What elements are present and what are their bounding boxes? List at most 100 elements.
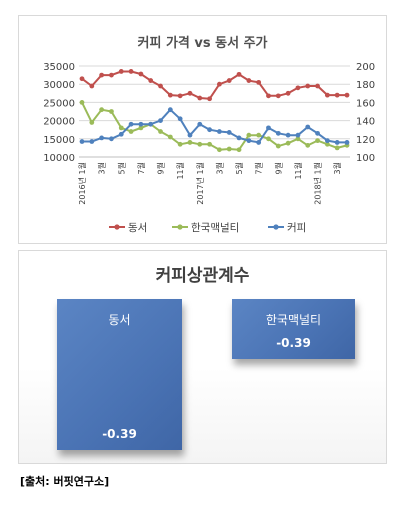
series-point-커피 xyxy=(158,118,163,123)
series-point-동서 xyxy=(138,71,144,77)
x-axis-tick: 5월 xyxy=(116,162,126,174)
series-point-한국맥널티 xyxy=(167,134,173,140)
series-point-커피 xyxy=(128,121,134,127)
x-axis-tick: 5월 xyxy=(234,162,244,174)
series-point-커피 xyxy=(256,140,262,145)
x-axis-tick: 2016년 1월 xyxy=(77,162,87,205)
series-point-동서 xyxy=(324,92,330,98)
series-point-한국맥널티 xyxy=(128,129,134,134)
left-axis-tick: 35000 xyxy=(43,62,75,73)
legend-label-동서: 동서 xyxy=(128,222,147,234)
series-point-동서 xyxy=(109,72,114,78)
series-point-커피 xyxy=(187,132,193,138)
correlation-chart-title: 커피상관계수 xyxy=(155,266,250,286)
series-point-동서 xyxy=(217,81,222,87)
series-point-한국맥널티 xyxy=(285,140,291,146)
right-axis-tick: 160 xyxy=(356,98,375,109)
line-chart-svg: 35000 200 30000 180 25000 160 20000 140 15000 120… xyxy=(43,62,375,234)
series-point-한국맥널티 xyxy=(334,145,340,151)
series-point-커피 xyxy=(148,121,154,127)
legend-marker-커피 xyxy=(273,224,279,230)
series-point-커피 xyxy=(275,130,281,136)
series-point-동서 xyxy=(158,83,163,89)
series-point-커피 xyxy=(109,136,114,142)
series-point-동서 xyxy=(236,71,242,77)
series-point-동서 xyxy=(256,79,262,85)
series-point-동서 xyxy=(99,72,105,78)
x-axis-tick: 9월 xyxy=(273,162,283,174)
series-point-커피 xyxy=(305,124,311,130)
left-axis-tick: 10000 xyxy=(43,153,75,164)
legend-marker-한국맥널티 xyxy=(177,224,183,230)
series-point-동서 xyxy=(207,96,212,102)
series-point-한국맥널티 xyxy=(324,141,330,147)
series-point-커피 xyxy=(334,140,340,145)
x-axis-tick: 3월 xyxy=(214,162,224,174)
series-point-동서 xyxy=(344,92,350,98)
series-point-동서 xyxy=(177,93,183,99)
series-point-동서 xyxy=(285,90,291,96)
source-note: [출처: 버핏연구소] xyxy=(20,475,110,488)
series-point-한국맥널티 xyxy=(226,146,232,152)
right-axis-tick: 180 xyxy=(356,80,375,91)
left-axis-tick: 15000 xyxy=(43,135,75,146)
series-point-동서 xyxy=(89,83,95,89)
series-point-한국맥널티 xyxy=(197,141,203,147)
series-point-한국맥널티 xyxy=(99,107,105,113)
series-point-한국맥널티 xyxy=(89,120,95,125)
series-point-동서 xyxy=(167,92,173,98)
bar-value-dongsuh: -0.39 xyxy=(102,427,137,441)
series-point-동서 xyxy=(118,69,124,74)
bar-label-dongsuh: 동서 xyxy=(108,313,131,327)
series-point-커피 xyxy=(79,139,85,144)
series-point-한국맥널티 xyxy=(246,132,252,138)
series-point-커피 xyxy=(89,139,95,144)
series-point-동서 xyxy=(266,93,271,99)
series-point-커피 xyxy=(197,121,203,127)
x-axis-tick: 3월 xyxy=(332,162,342,174)
right-axis-tick: 200 xyxy=(356,62,375,73)
right-axis-tick: 120 xyxy=(356,135,375,146)
series-point-동서 xyxy=(305,83,311,89)
series-point-커피 xyxy=(344,140,350,145)
left-axis-tick: 20000 xyxy=(43,117,75,128)
bar-label-mcnulty: 한국맥널티 xyxy=(265,313,322,327)
x-axis-tick: 2018년 1월 xyxy=(313,162,323,205)
series-point-커피 xyxy=(177,116,183,122)
series-point-커피 xyxy=(246,138,252,144)
line-chart-title: 커피 가격 vs 동서 주가 xyxy=(137,36,268,51)
series-point-커피 xyxy=(285,132,291,138)
series-point-커피 xyxy=(207,127,212,133)
series-point-한국맥널티 xyxy=(79,100,85,105)
x-axis-tick: 7월 xyxy=(136,162,146,174)
series-point-동서 xyxy=(226,78,232,83)
series-line-동서 xyxy=(81,70,347,100)
x-axis-tick: 9월 xyxy=(156,162,166,174)
bar-mcnulty: 한국맥널티 -0.39 xyxy=(232,299,355,359)
series-point-한국맥널티 xyxy=(207,141,212,147)
legend-marker-동서 xyxy=(114,224,120,230)
series-point-한국맥널티 xyxy=(236,147,242,153)
series-point-한국맥널티 xyxy=(118,125,124,131)
series-point-한국맥널티 xyxy=(187,140,193,145)
series-point-한국맥널티 xyxy=(305,142,311,148)
series-point-커피 xyxy=(315,130,320,136)
series-point-한국맥널티 xyxy=(275,143,281,149)
series-point-한국맥널티 xyxy=(315,138,320,144)
x-axis-tick: 11월 xyxy=(293,162,303,180)
bar-value-mcnulty: -0.39 xyxy=(276,336,311,350)
bar-dongsuh: 동서 -0.39 xyxy=(57,299,182,450)
series-point-커피 xyxy=(324,138,330,144)
series-point-동서 xyxy=(128,69,134,74)
series-point-커피 xyxy=(118,131,124,137)
series-point-한국맥널티 xyxy=(109,109,114,114)
series-point-커피 xyxy=(226,130,232,135)
series-point-한국맥널티 xyxy=(295,136,301,142)
line-chart-panel: 커피 가격 vs 동서 주가 35000 200 30000 180 25000 160 2… xyxy=(18,15,387,244)
series-point-한국맥널티 xyxy=(158,129,163,134)
series-point-동서 xyxy=(79,76,85,82)
left-axis-tick: 25000 xyxy=(43,98,75,109)
series-line-커피 xyxy=(82,108,347,144)
series-point-동서 xyxy=(315,83,320,89)
series-point-동서 xyxy=(246,78,252,83)
